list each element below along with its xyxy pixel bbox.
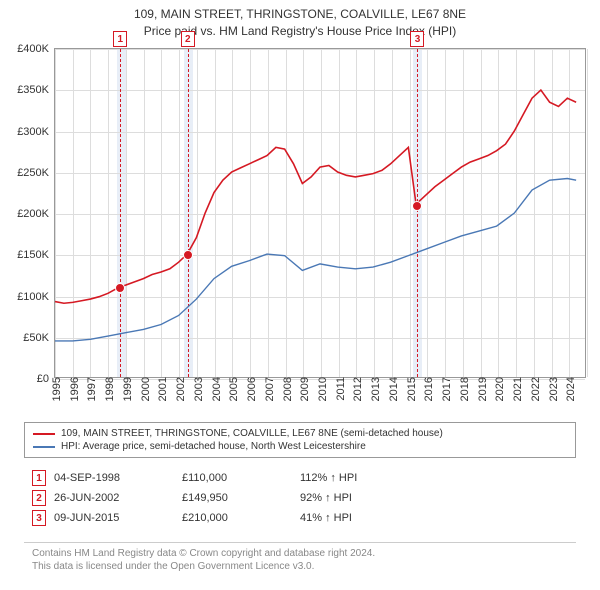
event-price: £110,000 [182,472,292,484]
series-hpi [55,179,576,341]
x-axis-label: 2014 [384,377,400,401]
x-axis-label: 2002 [171,377,187,401]
legend-swatch [33,446,55,448]
y-axis-label: £300K [17,126,55,138]
y-axis-label: £200K [17,208,55,220]
x-axis-label: 1998 [100,377,116,401]
event-table-row: 3 09-JUN-2015 £210,000 41% ↑ HPI [32,508,568,528]
event-price: £210,000 [182,512,292,524]
x-axis-label: 2000 [136,377,152,401]
event-point-marker [412,201,422,211]
x-axis-label: 2007 [260,377,276,401]
gridline-v [587,49,588,377]
x-axis-label: 2004 [207,377,223,401]
y-axis-label: £100K [17,291,55,303]
x-axis-label: 2010 [313,377,329,401]
x-axis-label: 2019 [473,377,489,401]
x-axis-label: 2001 [153,377,169,401]
x-axis-label: 2011 [331,377,347,401]
event-date: 26-JUN-2002 [54,492,174,504]
title-line2: Price paid vs. HM Land Registry's House … [0,23,600,40]
x-axis-label: 2024 [561,377,577,401]
x-axis-label: 2015 [402,377,418,401]
event-point-marker [115,283,125,293]
event-number-box: 2 [32,490,46,506]
legend-label: HPI: Average price, semi-detached house,… [61,441,366,452]
event-table-row: 1 04-SEP-1998 £110,000 112% ↑ HPI [32,468,568,488]
x-axis-label: 2003 [189,377,205,401]
x-axis-label: 1999 [118,377,134,401]
x-axis-label: 2022 [526,377,542,401]
event-date: 09-JUN-2015 [54,512,174,524]
y-axis-label: £400K [17,43,55,55]
title-block: 109, MAIN STREET, THRINGSTONE, COALVILLE… [0,0,600,40]
x-axis-label: 2023 [544,377,560,401]
series-property [55,90,576,303]
chart-plot-area: £0£50K£100K£150K£200K£250K£300K£350K£400… [54,48,586,378]
x-axis-label: 2018 [455,377,471,401]
x-axis-label: 1997 [82,377,98,401]
footer-panel: Contains HM Land Registry data © Crown c… [24,542,576,577]
y-axis-label: £350K [17,84,55,96]
event-marker-box: 3 [410,31,424,47]
line-layer [55,49,585,377]
events-panel: 1 04-SEP-1998 £110,000 112% ↑ HPI 2 26-JUN-20… [24,464,576,532]
x-axis-label: 2021 [508,377,524,401]
x-axis-label: 2012 [348,377,364,401]
x-axis-label: 2013 [366,377,382,401]
event-number-box: 1 [32,470,46,486]
x-axis-label: 1996 [65,377,81,401]
event-marker-box: 2 [181,31,195,47]
event-pct: 112% ↑ HPI [300,472,357,484]
y-axis-label: £150K [17,249,55,261]
y-axis-label: £50K [23,332,55,344]
y-axis-label: £250K [17,167,55,179]
event-point-marker [183,250,193,260]
x-axis-label: 2006 [242,377,258,401]
chart-container: 109, MAIN STREET, THRINGSTONE, COALVILLE… [0,0,600,590]
event-marker-box: 1 [113,31,127,47]
legend-label: 109, MAIN STREET, THRINGSTONE, COALVILLE… [61,428,443,439]
event-pct: 92% ↑ HPI [300,492,352,504]
x-axis-label: 2009 [295,377,311,401]
x-axis-label: 2020 [490,377,506,401]
x-axis-label: 2017 [437,377,453,401]
x-axis-label: 2008 [278,377,294,401]
legend-swatch [33,433,55,435]
x-axis-label: 2005 [224,377,240,401]
legend-row-property: 109, MAIN STREET, THRINGSTONE, COALVILLE… [33,427,567,440]
title-line1: 109, MAIN STREET, THRINGSTONE, COALVILLE… [0,6,600,23]
x-axis-label: 2016 [419,377,435,401]
event-price: £149,950 [182,492,292,504]
footer-line2: This data is licensed under the Open Gov… [32,560,568,573]
legend-row-hpi: HPI: Average price, semi-detached house,… [33,440,567,453]
event-table-row: 2 26-JUN-2002 £149,950 92% ↑ HPI [32,488,568,508]
event-pct: 41% ↑ HPI [300,512,352,524]
footer-line1: Contains HM Land Registry data © Crown c… [32,547,568,560]
x-axis-label: 1995 [47,377,63,401]
event-date: 04-SEP-1998 [54,472,174,484]
event-number-box: 3 [32,510,46,526]
legend-panel: 109, MAIN STREET, THRINGSTONE, COALVILLE… [24,422,576,458]
